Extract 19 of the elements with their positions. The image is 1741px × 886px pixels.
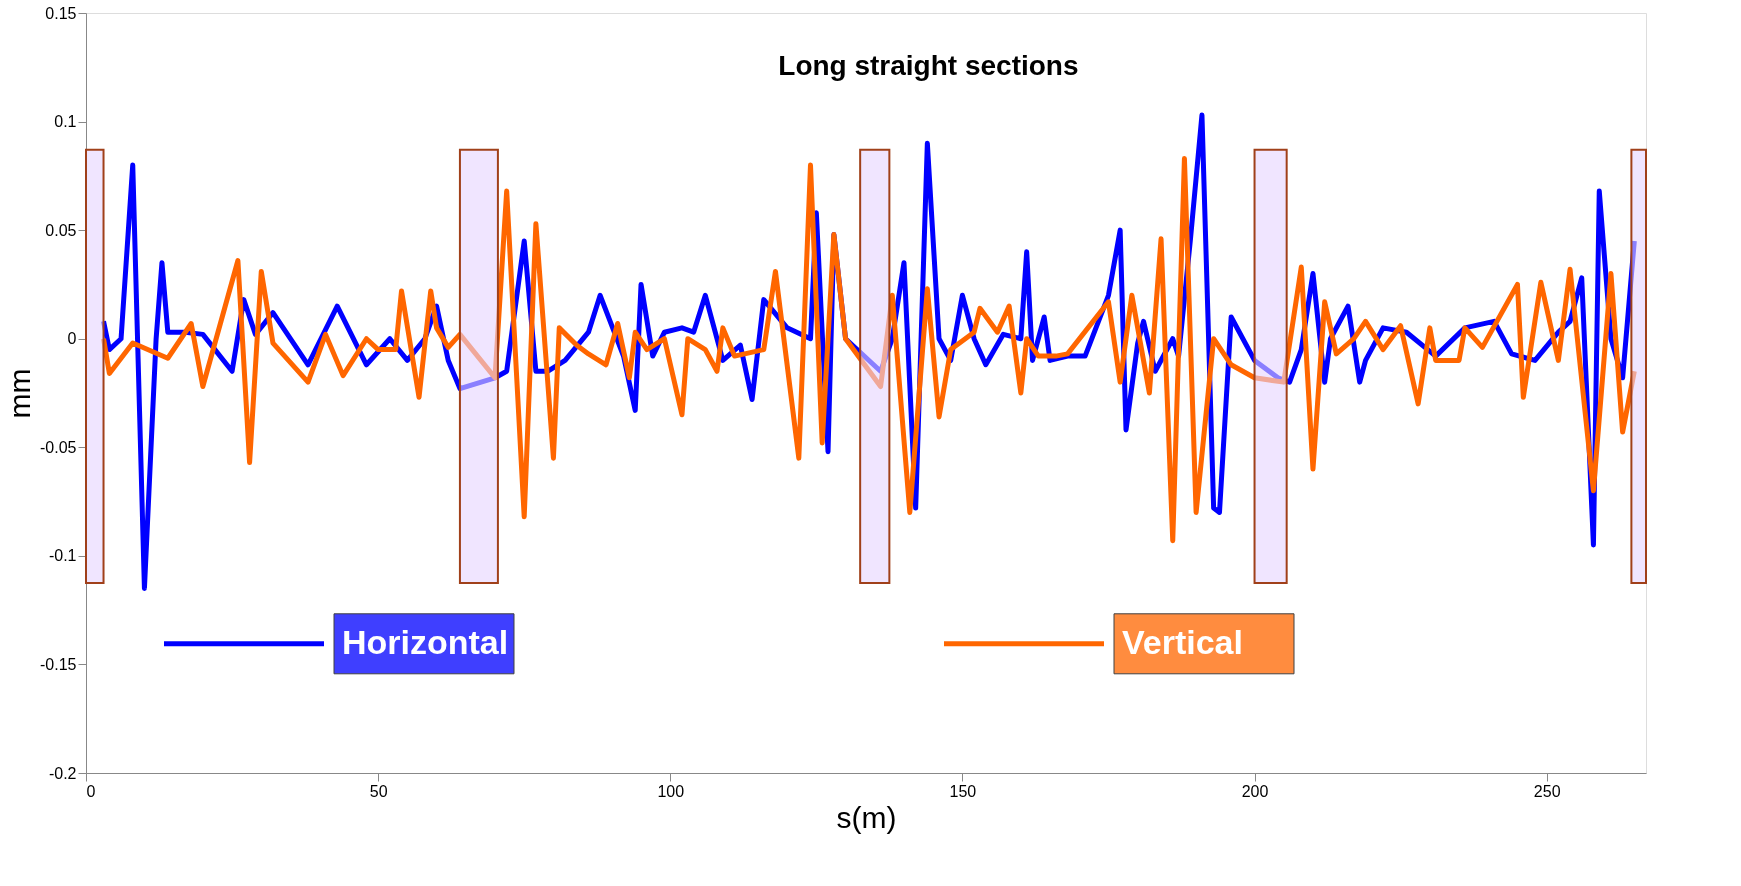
y-tick-label: 0.15 [45,4,77,22]
y-tick-label: -0.05 [40,438,77,456]
y-tick-label: 0.05 [45,221,77,239]
y-tick-label: -0.2 [48,764,77,782]
y-tick-label: -0.15 [40,655,77,673]
x-axis-title: s(m) [836,800,897,834]
x-tick-label: 250 [1533,782,1561,800]
x-tick-label: 50 [369,782,388,800]
x-tick-label: 0 [86,782,96,800]
annotation: Long straight sections [778,50,1079,81]
y-tick-label: 0 [67,330,77,348]
legend-label: Vertical [1122,622,1243,661]
legend-label: Horizontal [342,622,509,661]
x-tick-label: 100 [657,782,685,800]
y-tick-label: -0.1 [48,547,77,565]
x-tick-label: 200 [1241,782,1269,800]
y-tick-label: 0.1 [54,113,77,131]
y-axis-title: mm [3,368,37,419]
x-tick-label: 150 [949,782,977,800]
